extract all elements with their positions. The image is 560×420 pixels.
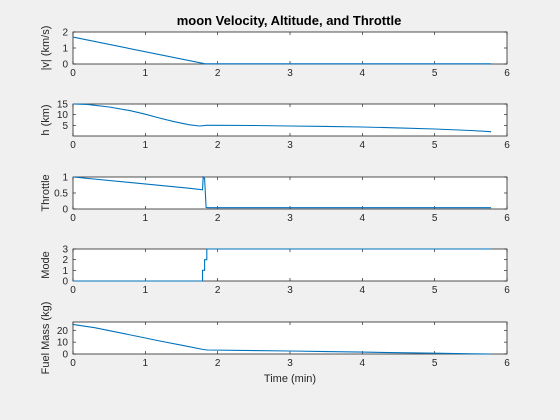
- x-tick-label: 0: [70, 68, 76, 79]
- y-tick-label: 0.5: [54, 189, 68, 200]
- y-tick-label: 1: [62, 44, 68, 55]
- x-tick-label: 1: [143, 285, 149, 296]
- x-tick-label: 2: [215, 213, 221, 224]
- x-tick-label: 4: [360, 68, 366, 79]
- y-tick-label: 1: [62, 173, 68, 184]
- data-line: [72, 103, 492, 133]
- y-tick-label: 10: [57, 338, 69, 349]
- axes-box: [72, 248, 508, 282]
- x-tick-label: 0: [70, 285, 76, 296]
- x-tick-label: 2: [215, 358, 221, 369]
- y-tick-label: 0: [62, 350, 68, 361]
- subplot-3: 0 1 2 3 4 5 6 0 0.5 1 Throttle: [40, 173, 510, 225]
- x-tick-label: 3: [287, 285, 293, 296]
- data-line: [72, 36, 492, 65]
- y-tick-label: 1: [62, 266, 68, 277]
- x-tick-label: 5: [432, 285, 438, 296]
- x-tick-label: 3: [287, 68, 293, 79]
- x-tick-label: 5: [432, 140, 438, 151]
- x-tick-label: 3: [287, 213, 293, 224]
- y-tick-label: 10: [57, 110, 69, 121]
- axes-box: [72, 321, 508, 355]
- y-tick-label: 20: [57, 326, 69, 337]
- x-tick-label: 1: [143, 140, 149, 151]
- x-tick-label: 5: [432, 358, 438, 369]
- x-tick-label: 3: [287, 140, 293, 151]
- x-tick-label: 4: [360, 213, 366, 224]
- x-tick-label: 6: [504, 213, 510, 224]
- y-axis-label: Fuel Mass (kg): [40, 302, 52, 375]
- subplot-1: 0 1 2 3 4 5 6 0 1 2 |v| (km/s): [40, 26, 510, 79]
- data-line: [72, 323, 492, 355]
- x-tick-label: 1: [143, 358, 149, 369]
- x-tick-label: 0: [70, 140, 76, 151]
- x-tick-label: 4: [360, 285, 366, 296]
- x-tick-label: 0: [70, 358, 76, 369]
- x-tick-label: 6: [504, 358, 510, 369]
- x-tick-label: 4: [360, 140, 366, 151]
- x-tick-label: 3: [287, 358, 293, 369]
- x-tick-label: 1: [143, 213, 149, 224]
- y-axis-label: Mode: [40, 251, 52, 279]
- y-tick-label: 0: [62, 277, 68, 288]
- x-tick-label: 0: [70, 213, 76, 224]
- x-tick-label: 6: [504, 140, 510, 151]
- y-axis-label: Throttle: [40, 174, 52, 211]
- axes-box: [72, 103, 508, 137]
- figure-title: moon Velocity, Altitude, and Throttle: [177, 13, 402, 28]
- x-tick-label: 2: [215, 68, 221, 79]
- y-tick-label: 15: [57, 100, 69, 111]
- data-line: [72, 175, 492, 209]
- y-tick-label: 5: [62, 121, 68, 132]
- y-tick-label: 3: [62, 245, 68, 256]
- x-tick-label: 5: [432, 68, 438, 79]
- data-line: [73, 248, 492, 282]
- x-tick-label: 5: [432, 213, 438, 224]
- x-tick-label: 1: [143, 68, 149, 79]
- axes-box: [72, 176, 508, 210]
- x-tick-label: 6: [504, 285, 510, 296]
- x-axis-label: Time (min): [264, 373, 316, 385]
- y-tick-label: 2: [62, 28, 68, 39]
- y-axis-label: h (km): [40, 104, 52, 135]
- y-tick-label: 0: [62, 205, 68, 216]
- x-tick-label: 4: [360, 358, 366, 369]
- y-tick-label: 2: [62, 255, 68, 266]
- x-tick-label: 2: [215, 285, 221, 296]
- y-tick-label: 0: [62, 60, 68, 71]
- axes-box: [72, 31, 508, 65]
- x-tick-label: 2: [215, 140, 221, 151]
- x-tick-label: 6: [504, 68, 510, 79]
- y-axis-label: |v| (km/s): [40, 26, 52, 71]
